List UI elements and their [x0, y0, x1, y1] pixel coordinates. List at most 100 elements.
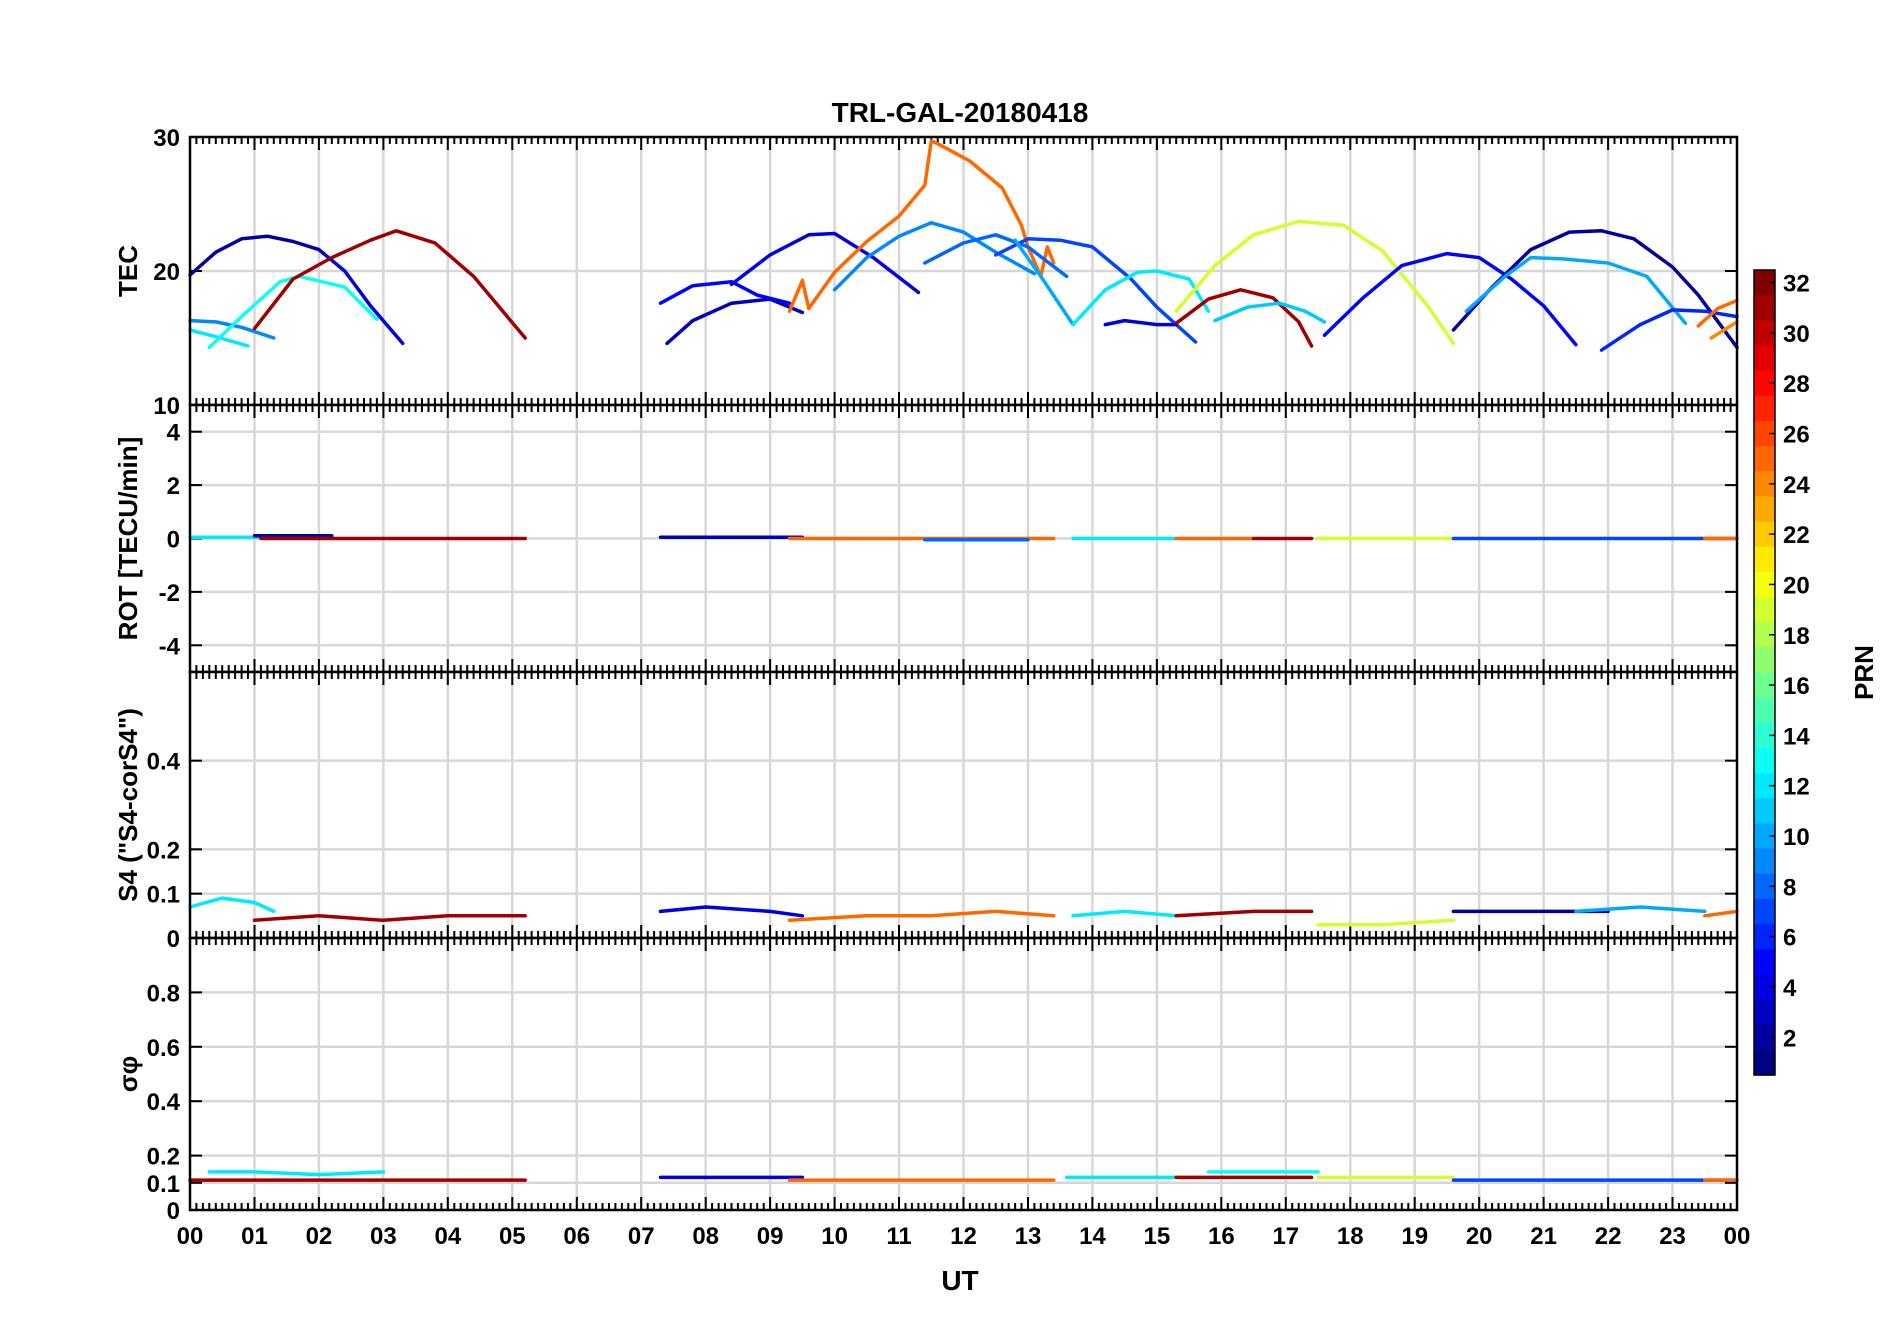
colorbar-tick-label: 22 [1783, 522, 1810, 549]
colorbar-tick-label: 8 [1783, 874, 1796, 901]
colorbar-segment [1754, 420, 1775, 447]
colorbar-segment [1754, 672, 1775, 699]
y-tick-label: 0.4 [147, 749, 181, 776]
x-tick-label: 22 [1595, 1223, 1622, 1250]
y-tick-label: 0.1 [147, 1171, 180, 1198]
colorbar-tick-label: 16 [1783, 673, 1810, 700]
prn-31-line [1174, 909, 1314, 918]
colorbar-tick-label: 20 [1783, 572, 1810, 599]
colorbar-tick-label: 28 [1783, 371, 1810, 398]
prn-4-line [1103, 318, 1178, 327]
prn-10-line [1013, 238, 1075, 327]
colorbar-tick-label: 24 [1783, 472, 1810, 499]
prn-9-line [188, 318, 276, 340]
prn-31-line [1174, 288, 1314, 348]
y-tick-label: 0.2 [147, 837, 180, 864]
colorbar-segment [1754, 1024, 1775, 1051]
colorbar-segment [1754, 898, 1775, 925]
y-tick-label: 0 [167, 1198, 180, 1225]
x-tick-label: 20 [1466, 1223, 1493, 1250]
y-tick-label: 0 [167, 527, 180, 554]
x-tick-label: 23 [1659, 1223, 1686, 1250]
prn-12-line [1071, 269, 1211, 327]
colorbar-segment [1754, 697, 1775, 724]
colorbar-segment [1754, 999, 1775, 1026]
x-tick-label: 10 [821, 1223, 848, 1250]
prn-25-line [787, 909, 1056, 923]
y-tick-label: 0.6 [147, 1035, 180, 1062]
y-axis-label-sigma_phi: σφ [113, 1056, 143, 1092]
colorbar-segment [1754, 496, 1775, 523]
colorbar-segment [1754, 647, 1775, 674]
series-group [188, 534, 1739, 542]
y-tick-label: 30 [153, 125, 180, 152]
colorbar-tick-label: 18 [1783, 623, 1810, 650]
y-axis-label-tec: TEC [113, 245, 143, 297]
x-tick-label: 18 [1337, 1223, 1364, 1250]
prn-5-line [658, 279, 792, 305]
prn-4-line [729, 231, 921, 295]
x-tick-label: 15 [1144, 1223, 1171, 1250]
colorbar-segment [1754, 320, 1775, 347]
y-tick-label: 4 [167, 420, 181, 447]
colorbar-segment [1754, 873, 1775, 900]
x-tick-label: 09 [757, 1223, 784, 1250]
colorbar-tick-label: 14 [1783, 723, 1810, 750]
x-tick-label: 05 [499, 1223, 526, 1250]
colorbar-segment [1754, 546, 1775, 573]
colorbar-tick-label: 32 [1783, 271, 1810, 298]
y-tick-label: 20 [153, 259, 180, 286]
prn-2-line [188, 234, 321, 277]
y-tick-label: 0.2 [147, 1144, 180, 1171]
prn-13-line [207, 274, 379, 350]
x-tick-label: 00 [1724, 1223, 1751, 1250]
x-tick-label: 02 [306, 1223, 333, 1250]
colorbar-segment [1754, 295, 1775, 321]
x-tick-label: 13 [1015, 1223, 1042, 1250]
prn-12-line [1071, 909, 1178, 918]
colorbar-segment [1754, 395, 1775, 422]
colorbar-segment [1754, 949, 1775, 975]
y-tick-label: 10 [153, 393, 180, 420]
colorbar-segment [1754, 722, 1775, 749]
x-tick-label: 19 [1401, 1223, 1428, 1250]
y-tick-label: 0.8 [147, 980, 180, 1007]
prn-12-line [207, 1170, 386, 1177]
colorbar-tick-label: 6 [1783, 925, 1796, 952]
panel-s4: 0 0.1 0.2 0.4S4 ("S4-corS4") [113, 670, 1739, 953]
colorbar-segment [1754, 471, 1775, 498]
x-tick-label: 21 [1530, 1223, 1557, 1250]
figure-title: TRL-GAL-20180418 [832, 97, 1089, 128]
panel-tec: 10 20 30 TEC [113, 125, 1739, 420]
colorbar-segment [1754, 1049, 1775, 1076]
prn-31-line [252, 914, 527, 923]
prn-19-line [1174, 219, 1456, 346]
y-tick-label: 0.4 [147, 1089, 181, 1116]
colorbar-tick-label: 12 [1783, 774, 1810, 801]
prn-4-line [317, 247, 405, 346]
prn-5-line [1322, 251, 1578, 347]
colorbar-tick-label: 4 [1783, 975, 1797, 1002]
prn-25-line [787, 139, 1056, 313]
prn-11-line [1213, 301, 1327, 324]
y-tick-label: 2 [167, 473, 180, 500]
y-tick-label: 0 [167, 926, 180, 953]
x-tick-label: 17 [1272, 1223, 1299, 1250]
x-tick-label: 00 [177, 1223, 204, 1250]
colorbar-segment [1754, 597, 1775, 623]
prn-31-line [252, 229, 527, 340]
y-axis-label-rot: ROT [TECU/min] [113, 437, 143, 641]
prn-25-line [1703, 909, 1739, 918]
prn-10-line [1464, 255, 1688, 326]
prn-10-line [1574, 905, 1707, 914]
colorbar-segment [1754, 747, 1775, 774]
x-axis-label: UT [941, 1265, 978, 1296]
colorbar-segment [1754, 446, 1775, 472]
prn-24-line [1709, 320, 1739, 340]
colorbar-segment [1754, 798, 1775, 825]
y-axis-label-s4: S4 ("S4-corS4") [113, 708, 143, 902]
y-tick-label: -4 [159, 633, 181, 660]
prn-25-line [1696, 298, 1739, 328]
